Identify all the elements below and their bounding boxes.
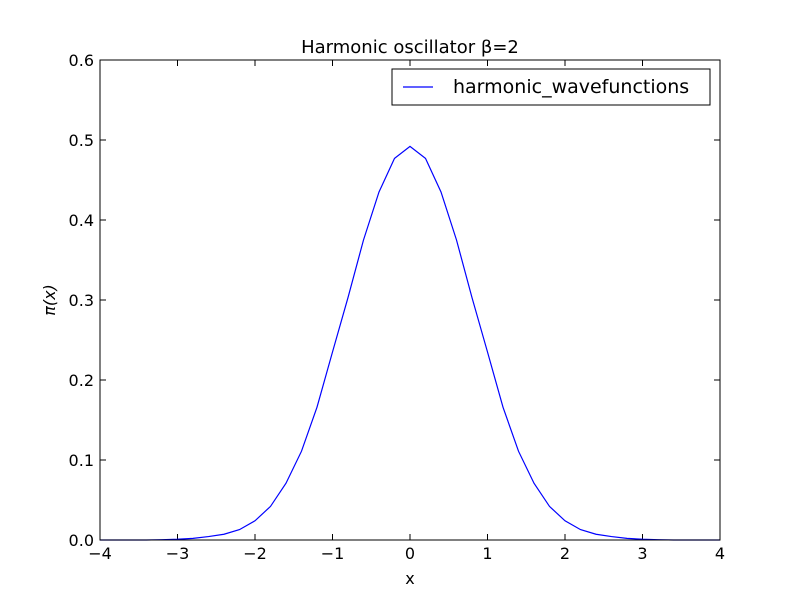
x-tick-label: −4 xyxy=(88,544,112,563)
y-tick-label: 0.3 xyxy=(69,291,94,310)
legend-box xyxy=(391,68,711,106)
chart-title: Harmonic oscillator β=2 xyxy=(301,37,519,58)
x-tick-label: 4 xyxy=(715,544,725,563)
y-tick-label: 0.6 xyxy=(69,51,94,70)
x-tick-label: 0 xyxy=(405,544,415,563)
y-axis-label: π(x) xyxy=(40,284,59,316)
plot-area xyxy=(100,60,720,540)
y-tick-label: 0.5 xyxy=(69,131,94,150)
x-axis-label: x xyxy=(405,569,414,588)
x-tick-label: −3 xyxy=(166,544,190,563)
x-tick-label: 2 xyxy=(560,544,570,563)
series-line-harmonic-wavefunctions xyxy=(100,145,720,541)
x-tick-label: −2 xyxy=(243,544,267,563)
legend: harmonic_wavefunctions xyxy=(391,68,711,106)
plot-frame xyxy=(99,59,721,541)
y-tick-label: 0.2 xyxy=(69,371,94,390)
x-tick-labels: −4 −3 −2 −1 0 1 2 3 4 xyxy=(88,544,725,563)
legend-label-harmonic-wavefunctions: harmonic_wavefunctions xyxy=(453,76,689,98)
y-tick-label: 0.4 xyxy=(69,211,94,230)
y-tick-label: 0.1 xyxy=(69,451,94,470)
x-tick-label: −1 xyxy=(321,544,345,563)
x-tick-label: 3 xyxy=(637,544,647,563)
y-tick-label: 0.0 xyxy=(69,531,94,550)
y-tick-labels: 0.0 0.1 0.2 0.3 0.4 0.5 0.6 xyxy=(69,51,94,550)
x-tick-label: 1 xyxy=(482,544,492,563)
